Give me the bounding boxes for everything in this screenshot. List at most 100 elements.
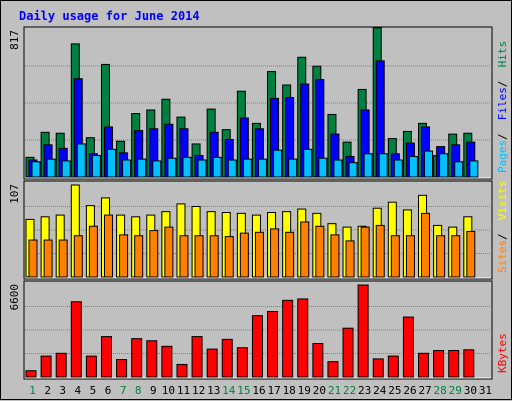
day-label-2: 2: [44, 384, 51, 397]
bar-pages-day-9: [152, 160, 162, 178]
bar-kbytes-day-7: [116, 359, 128, 378]
day-label-11: 11: [177, 384, 190, 397]
bar-sites-day-5: [88, 225, 98, 278]
bar-kbytes-day-27: [418, 352, 430, 378]
legend-files: Files: [496, 87, 509, 120]
bar-pages-day-14: [227, 159, 237, 178]
bar-sites-day-30: [466, 230, 476, 278]
bar-pages-day-4: [76, 143, 86, 178]
day-label-6: 6: [105, 384, 112, 397]
bar-kbytes-day-15: [236, 347, 248, 378]
day-label-17: 17: [267, 384, 280, 397]
bar-pages-day-15: [242, 158, 252, 178]
day-label-20: 20: [313, 384, 326, 397]
bar-sites-day-28: [436, 235, 446, 278]
bar-sites-day-21: [330, 234, 340, 278]
bar-pages-day-11: [182, 156, 192, 178]
bar-sites-day-19: [300, 221, 310, 278]
day-label-25: 25: [388, 384, 401, 397]
bar-sites-day-24: [375, 224, 385, 278]
day-label-4: 4: [75, 384, 82, 397]
legend-kbytes: KBytes: [496, 333, 509, 373]
bar-sites-day-13: [209, 235, 219, 278]
bar-kbytes-day-9: [146, 340, 158, 378]
bar-pages-day-1: [31, 161, 41, 178]
panel-2-ymax-label: 107: [8, 184, 21, 204]
bar-pages-day-17: [273, 149, 283, 178]
day-label-27: 27: [418, 384, 431, 397]
day-label-12: 12: [192, 384, 205, 397]
bar-pages-day-25: [393, 159, 403, 178]
bar-sites-day-29: [451, 235, 461, 278]
bar-pages-day-21: [333, 159, 343, 178]
bar-sites-day-4: [73, 235, 83, 278]
day-label-18: 18: [283, 384, 296, 397]
bar-pages-day-19: [303, 148, 313, 178]
bar-kbytes-day-12: [191, 336, 203, 378]
bar-pages-day-26: [408, 155, 418, 178]
bar-sites-day-14: [224, 236, 234, 278]
bar-sites-day-20: [315, 225, 325, 278]
bar-kbytes-day-14: [221, 338, 233, 378]
bar-kbytes-day-21: [327, 361, 339, 378]
bar-pages-day-28: [439, 153, 449, 178]
day-label-28: 28: [434, 384, 447, 397]
bar-pages-day-29: [454, 161, 464, 178]
bar-kbytes-day-20: [312, 343, 324, 378]
day-label-21: 21: [328, 384, 341, 397]
bar-kbytes-day-5: [85, 355, 97, 378]
bar-kbytes-day-4: [70, 301, 82, 378]
bar-kbytes-day-11: [176, 363, 188, 378]
bar-kbytes-day-8: [131, 338, 143, 378]
day-label-29: 29: [449, 384, 462, 397]
legend-separator: /: [496, 233, 509, 240]
bar-pages-day-18: [288, 158, 298, 178]
bar-sites-day-15: [239, 232, 249, 278]
day-label-5: 5: [90, 384, 97, 397]
bar-kbytes-day-13: [206, 348, 218, 378]
bar-pages-day-16: [257, 158, 267, 178]
bar-sites-day-27: [421, 212, 431, 278]
bar-pages-day-8: [137, 158, 147, 178]
bar-sites-day-3: [58, 239, 68, 278]
bar-sites-day-7: [119, 234, 129, 278]
bar-sites-day-2: [43, 239, 53, 278]
legend-separator: /: [496, 133, 509, 140]
bar-sites-day-18: [285, 231, 295, 278]
bar-sites-day-26: [405, 235, 415, 278]
bar-kbytes-day-29: [448, 350, 460, 378]
bar-sites-day-25: [390, 235, 400, 278]
bar-pages-day-2: [46, 158, 56, 178]
bar-kbytes-day-23: [357, 284, 369, 378]
bar-kbytes-day-10: [161, 345, 173, 378]
bar-pages-day-6: [106, 148, 116, 178]
bar-kbytes-day-22: [342, 327, 354, 378]
bar-pages-day-24: [378, 153, 388, 178]
legend-separator: /: [496, 81, 509, 88]
bar-sites-day-22: [345, 240, 355, 278]
bar-pages-day-13: [212, 156, 222, 178]
legend-pages: Pages: [496, 140, 509, 173]
day-label-31: 31: [479, 384, 492, 397]
bar-sites-day-6: [103, 214, 113, 278]
bar-pages-day-7: [122, 159, 132, 178]
bar-pages-day-10: [167, 157, 177, 178]
day-label-23: 23: [358, 384, 371, 397]
bar-kbytes-day-28: [433, 350, 445, 378]
bar-pages-day-30: [469, 160, 479, 178]
bar-kbytes-day-17: [267, 310, 279, 378]
bar-kbytes-day-3: [55, 352, 67, 378]
day-label-16: 16: [252, 384, 265, 397]
day-label-7: 7: [120, 384, 127, 397]
bar-kbytes-day-16: [251, 315, 263, 378]
bar-pages-day-23: [363, 153, 373, 178]
panel-3-ymax-label: 6600: [8, 284, 21, 311]
day-label-30: 30: [464, 384, 477, 397]
bar-kbytes-day-30: [463, 349, 475, 378]
bar-kbytes-day-2: [40, 355, 52, 378]
legend-visits: Visits: [496, 180, 509, 220]
bar-sites-day-16: [254, 231, 264, 278]
bar-sites-day-12: [194, 235, 204, 278]
bar-kbytes-day-24: [372, 358, 384, 378]
